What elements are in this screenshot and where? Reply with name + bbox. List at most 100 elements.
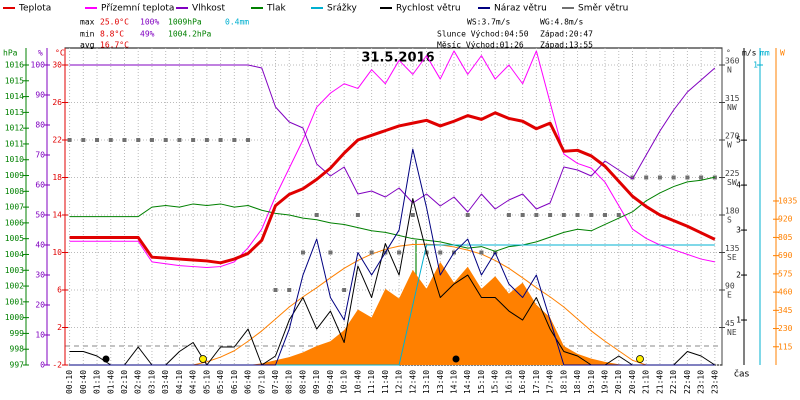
y-tick-label: 1010 bbox=[5, 155, 24, 164]
axis-title: hPa bbox=[3, 49, 18, 58]
y-tick-label: W bbox=[727, 141, 732, 150]
wind-direction-point bbox=[369, 250, 374, 255]
x-tick-label: 22:10 bbox=[669, 370, 678, 394]
series-line bbox=[69, 176, 715, 252]
y-tick-label: S bbox=[727, 216, 732, 225]
x-tick-label: 07:10 bbox=[257, 370, 266, 394]
x-tick-label: 10:10 bbox=[340, 370, 349, 394]
x-tick-label: 07:40 bbox=[271, 370, 280, 394]
x-tick-label: 01:40 bbox=[106, 370, 115, 394]
x-tick-label: 01:10 bbox=[93, 370, 102, 394]
y-tick-label: 90 bbox=[35, 91, 45, 100]
wind-direction-point bbox=[630, 175, 635, 180]
series-line bbox=[69, 148, 715, 366]
chart-title: 31.5.2016 bbox=[361, 51, 434, 66]
y-tick-label: 1001 bbox=[5, 297, 24, 306]
y-tick-label: NE bbox=[727, 328, 737, 337]
y-tick-label: 2 bbox=[736, 271, 741, 280]
y-tick-label: 115 bbox=[778, 342, 793, 351]
wind-direction-point bbox=[397, 250, 402, 255]
moonrise-marker bbox=[102, 355, 110, 363]
y-tick-label: 26 bbox=[52, 98, 62, 107]
y-tick-label: 0 bbox=[40, 361, 45, 370]
info-text: WG:4.8m/s bbox=[540, 18, 584, 27]
y-tick-label: 2 bbox=[57, 323, 62, 332]
x-tick-label: 21:10 bbox=[642, 370, 651, 394]
legend-label: Náraz větru bbox=[494, 4, 547, 14]
x-tick-label: 05:40 bbox=[216, 370, 225, 394]
info-text: Západ:20:47 bbox=[540, 30, 593, 39]
wind-direction-point bbox=[163, 138, 168, 142]
y-tick-label: 1015 bbox=[5, 76, 24, 85]
y-tick-label: 1009 bbox=[5, 171, 24, 180]
stat-value: 100% bbox=[140, 18, 159, 27]
y-tick-label: SW bbox=[727, 178, 737, 187]
x-tick-label: 16:10 bbox=[504, 370, 513, 394]
legend-label: Tlak bbox=[266, 4, 287, 14]
wind-direction-point bbox=[603, 213, 608, 217]
x-tick-label: 13:40 bbox=[436, 370, 445, 394]
x-tick-label: 20:10 bbox=[614, 370, 623, 394]
y-tick-label: 460 bbox=[778, 288, 793, 297]
y-tick-label: 1000 bbox=[5, 313, 24, 322]
y-tick-label: 225 bbox=[725, 169, 740, 178]
y-tick-label: 40 bbox=[35, 241, 45, 250]
y-tick-label: 10 bbox=[35, 331, 45, 340]
wind-direction-point bbox=[246, 138, 251, 142]
y-tick-label: SE bbox=[727, 253, 737, 262]
y-tick-label: 230 bbox=[778, 324, 793, 333]
stat-value: 1004.2hPa bbox=[168, 30, 212, 39]
wind-direction-point bbox=[657, 175, 662, 180]
y-tick-label: 1014 bbox=[5, 92, 24, 101]
legend-label: Vlhkost bbox=[192, 4, 225, 14]
x-tick-label: 22:40 bbox=[683, 370, 692, 394]
x-tick-label: 08:40 bbox=[298, 370, 307, 394]
wind-direction-point bbox=[506, 213, 511, 217]
sunset-marker bbox=[636, 355, 644, 363]
wind-direction-point bbox=[191, 138, 196, 142]
wind-direction-point bbox=[465, 213, 470, 217]
x-tick-label: 00:40 bbox=[79, 370, 88, 394]
x-tick-label: 02:10 bbox=[120, 370, 129, 394]
y-tick-label: 1007 bbox=[5, 203, 24, 212]
axis-title: °C bbox=[55, 49, 65, 58]
y-tick-label: 45 bbox=[725, 319, 735, 328]
x-tick-label: 03:10 bbox=[147, 370, 156, 394]
wind-direction-point bbox=[671, 175, 676, 180]
y-tick-label: 1 bbox=[736, 316, 741, 325]
wind-direction-point bbox=[67, 138, 72, 142]
x-tick-label: 12:40 bbox=[408, 370, 417, 394]
x-tick-label: 02:40 bbox=[134, 370, 143, 394]
y-tick-label: 22 bbox=[52, 136, 62, 145]
x-tick-label: 05:10 bbox=[202, 370, 211, 394]
y-tick-label: 1016 bbox=[5, 61, 24, 70]
y-tick-label: 1 bbox=[753, 61, 758, 70]
stat-label: avg bbox=[80, 41, 95, 50]
x-tick-label: 10:40 bbox=[353, 370, 362, 394]
axis-title: mm bbox=[760, 49, 770, 58]
x-tick-label: 09:10 bbox=[312, 370, 321, 394]
legend-label: Směr větru bbox=[578, 4, 628, 14]
y-tick-label: E bbox=[727, 291, 732, 300]
y-tick-label: 3 bbox=[736, 226, 741, 235]
legend-label: Srážky bbox=[327, 4, 358, 14]
y-tick-label: 90 bbox=[725, 282, 735, 291]
wind-direction-point bbox=[204, 138, 209, 142]
wind-direction-point bbox=[149, 138, 154, 142]
y-tick-label: 920 bbox=[778, 215, 793, 224]
stat-value: 16.7°C bbox=[100, 41, 129, 50]
x-tick-label: 15:40 bbox=[491, 370, 500, 394]
series-line bbox=[69, 111, 716, 265]
axis-title: m/s bbox=[742, 49, 757, 58]
x-tick-label: 18:10 bbox=[559, 370, 568, 394]
y-tick-label: 805 bbox=[778, 233, 793, 242]
axis-title: ° bbox=[726, 49, 731, 58]
wind-direction-point bbox=[410, 213, 415, 217]
y-tick-label: 997 bbox=[10, 361, 25, 370]
wind-direction-point bbox=[95, 138, 100, 142]
x-tick-label: 03:40 bbox=[161, 370, 170, 394]
x-tick-label: 16:40 bbox=[518, 370, 527, 394]
y-tick-label: 10 bbox=[52, 248, 62, 257]
y-tick-label: 6 bbox=[57, 286, 62, 295]
